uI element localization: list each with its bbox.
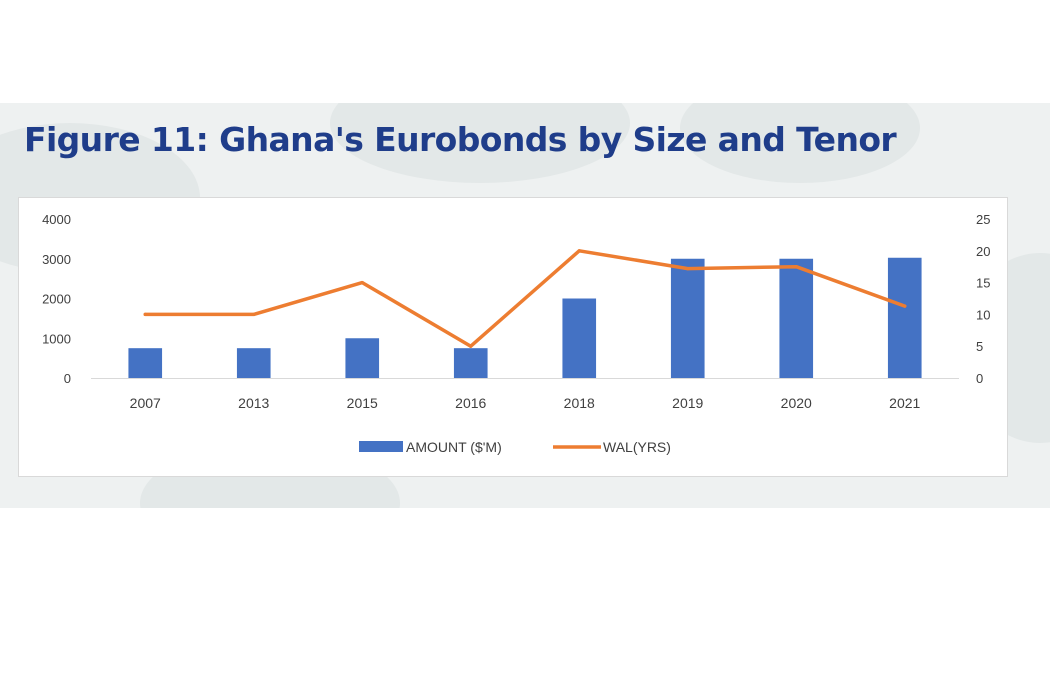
x-tick-label: 2019 bbox=[672, 395, 703, 411]
x-tick-label: 2013 bbox=[238, 395, 269, 411]
x-tick-label: 2018 bbox=[564, 395, 595, 411]
y-right-tick-label: 0 bbox=[976, 371, 983, 386]
y-right-tick-label: 10 bbox=[976, 307, 990, 322]
wal-point-2021 bbox=[903, 304, 907, 308]
y-left-tick-label: 3000 bbox=[42, 252, 71, 267]
wal-line bbox=[143, 249, 907, 348]
bar-2018 bbox=[562, 298, 597, 378]
x-tick-label: 2016 bbox=[455, 395, 486, 411]
bar-2007 bbox=[128, 348, 163, 378]
wal-point-2007 bbox=[143, 312, 147, 316]
bar-2020 bbox=[779, 258, 814, 378]
wal-point-2016 bbox=[469, 344, 473, 348]
chart-title: Figure 11: Ghana's Eurobonds by Size and… bbox=[24, 120, 897, 159]
bar-2013 bbox=[236, 348, 271, 378]
legend-line-label: WAL(YRS) bbox=[603, 439, 671, 455]
wal-point-2020 bbox=[794, 265, 798, 269]
wal-point-2018 bbox=[577, 249, 581, 253]
wal-point-2019 bbox=[686, 267, 690, 271]
combo-chart: 0 1000 2000 3000 4000 0 5 10 15 20 25 2007 2013 2015 2… bbox=[42, 212, 990, 455]
y-left-tick-label: 0 bbox=[64, 371, 71, 386]
wal-point-2015 bbox=[360, 281, 364, 285]
y-right-tick-label: 20 bbox=[976, 244, 990, 259]
x-tick-label: 2015 bbox=[347, 395, 378, 411]
bar-2016 bbox=[453, 348, 488, 378]
y-right-tick-label: 15 bbox=[976, 276, 990, 291]
bar-2021 bbox=[887, 257, 922, 378]
legend-bar-swatch bbox=[359, 441, 403, 452]
y-left-tick-label: 2000 bbox=[42, 292, 71, 307]
y-left-tick-label: 4000 bbox=[42, 212, 71, 227]
wal-point-2013 bbox=[252, 312, 256, 316]
bar-2019 bbox=[670, 258, 705, 378]
bar-2015 bbox=[345, 338, 380, 378]
x-tick-label: 2021 bbox=[889, 395, 920, 411]
y-left-tick-label: 1000 bbox=[42, 331, 71, 346]
x-tick-label: 2007 bbox=[130, 395, 161, 411]
y-right-tick-label: 5 bbox=[976, 339, 983, 354]
y-right-tick-label: 25 bbox=[976, 212, 990, 227]
x-tick-label: 2020 bbox=[781, 395, 812, 411]
chart-panel: 0 1000 2000 3000 4000 0 5 10 15 20 25 2007 2013 2015 2… bbox=[18, 197, 1008, 477]
legend-bar-label: AMOUNT ($'M) bbox=[406, 439, 502, 455]
